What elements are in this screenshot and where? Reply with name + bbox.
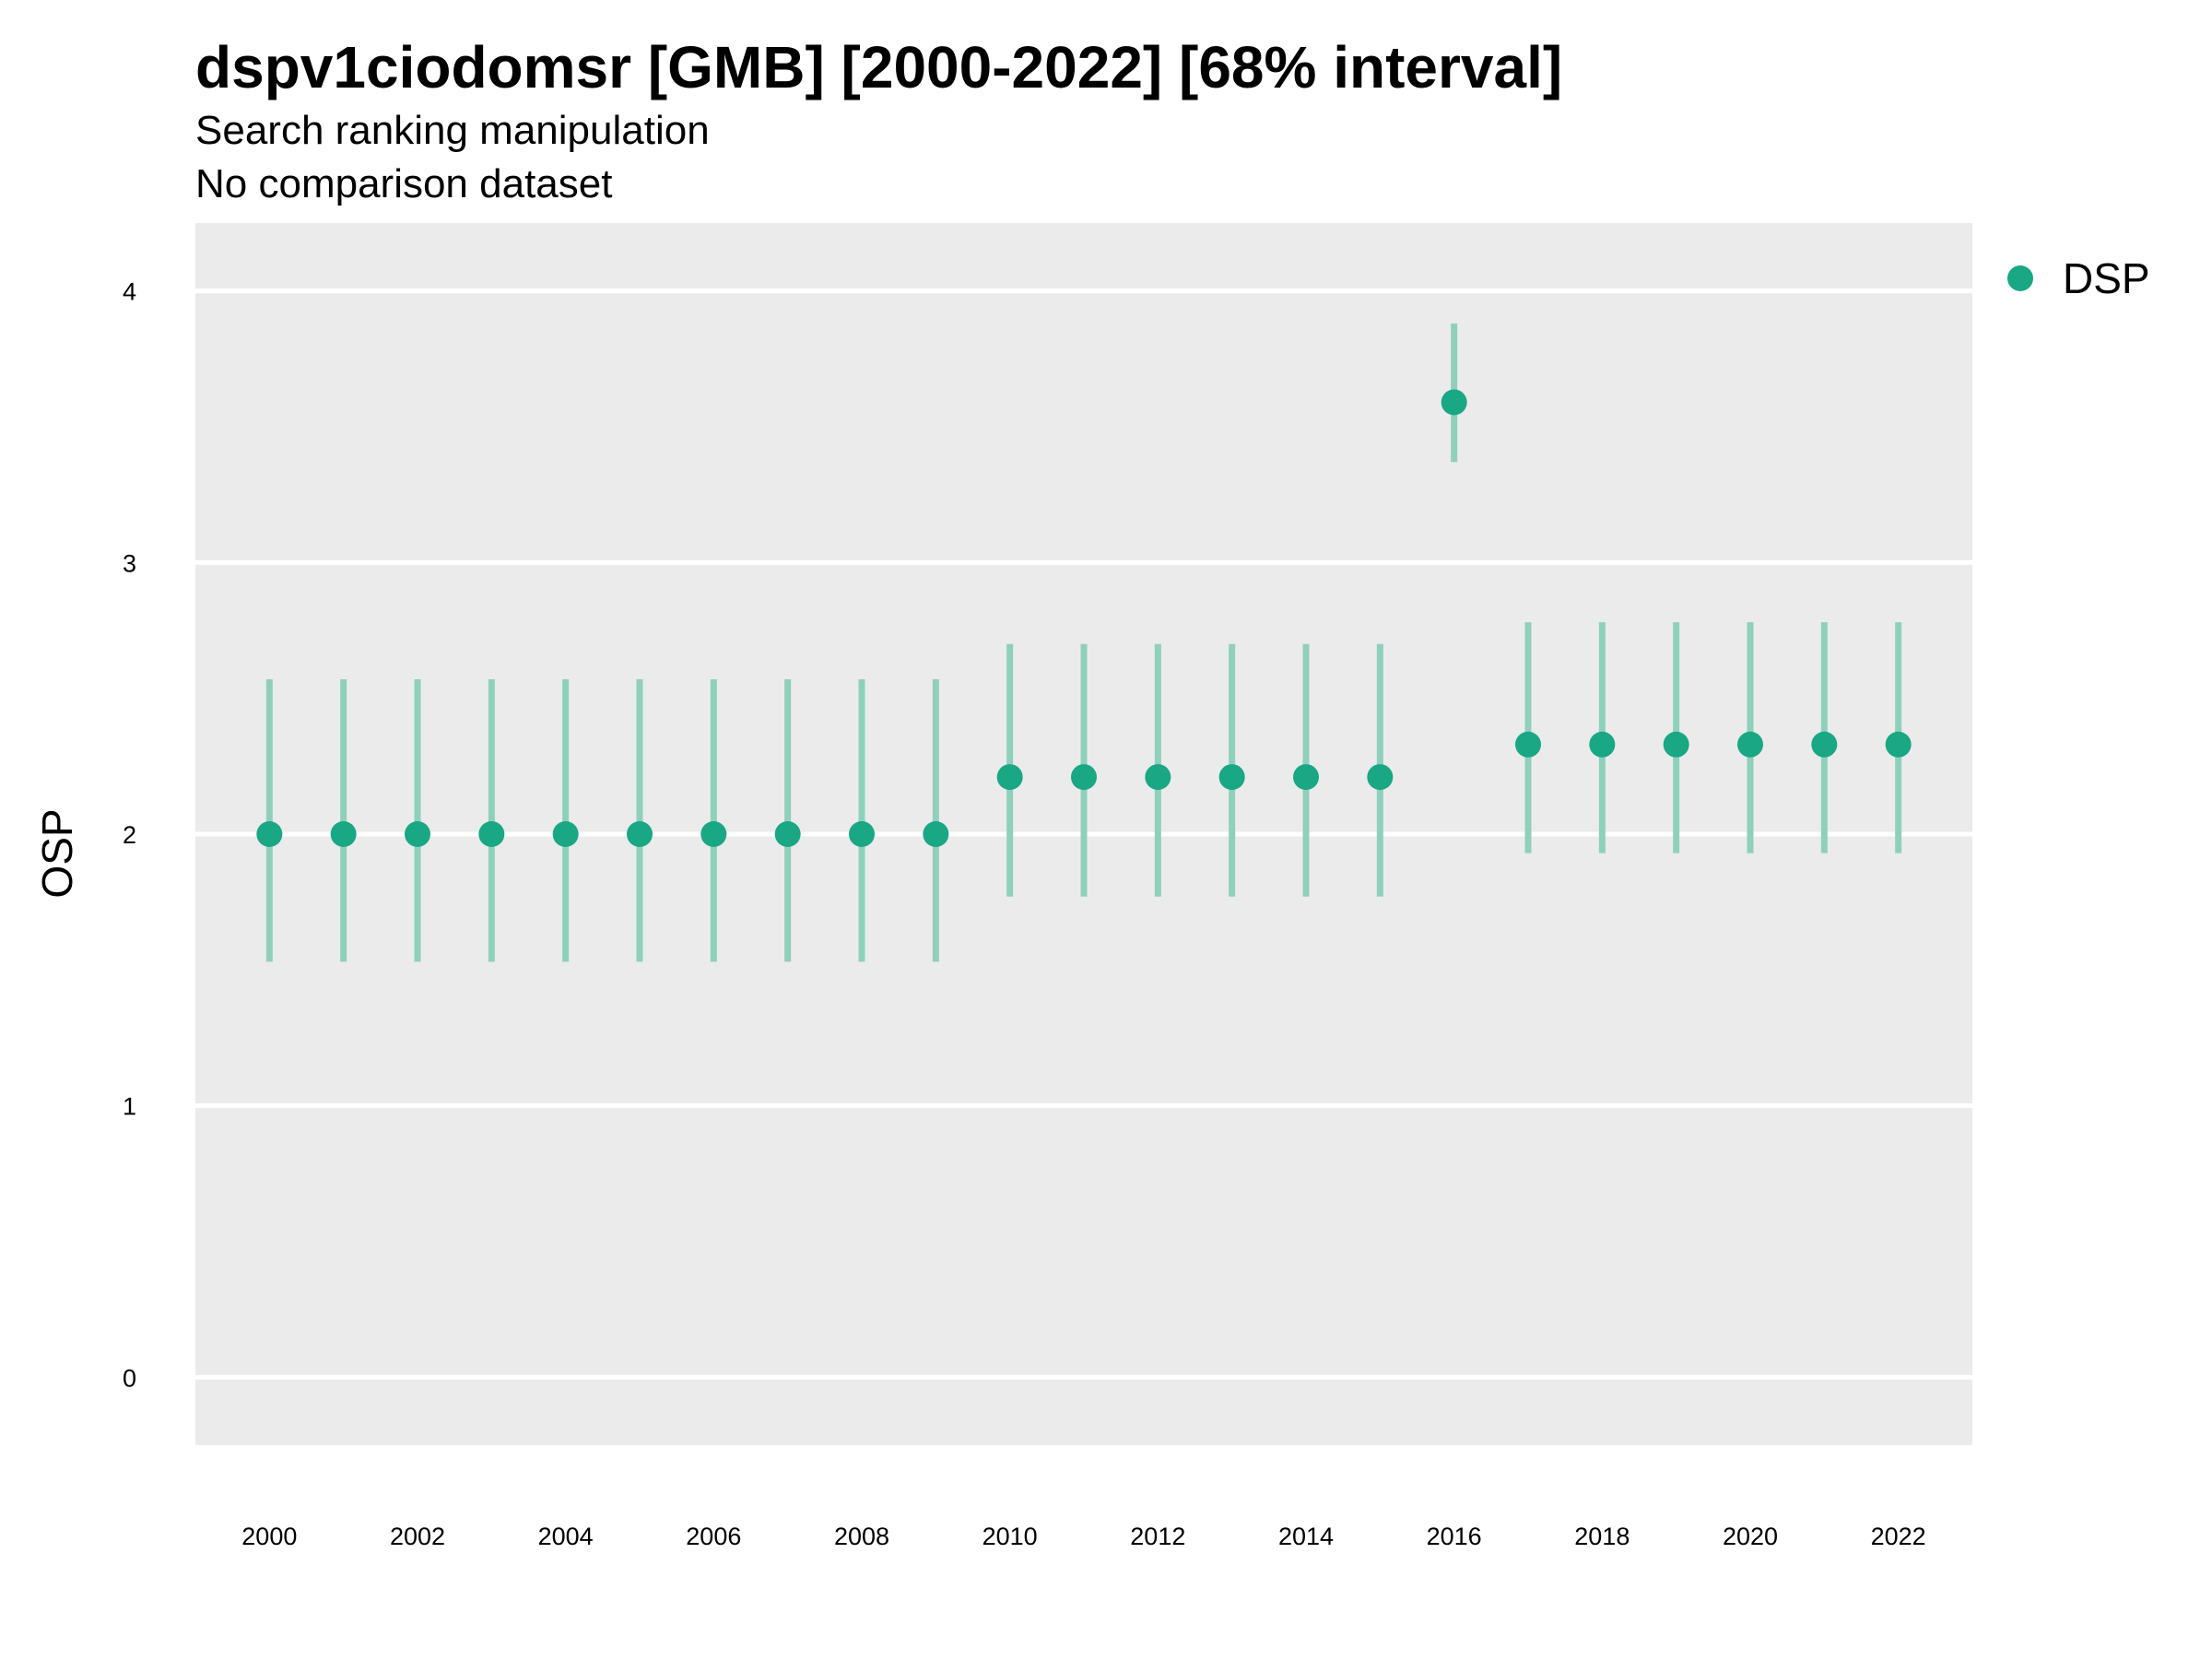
data-point bbox=[1293, 764, 1319, 791]
x-tick-label: 2014 bbox=[1278, 1523, 1334, 1550]
x-tick-label: 2002 bbox=[390, 1523, 445, 1550]
legend: DSP bbox=[2007, 254, 2150, 302]
data-point bbox=[552, 821, 579, 847]
x-tick-label: 2000 bbox=[241, 1523, 297, 1550]
data-point bbox=[478, 821, 505, 847]
y-tick-label: 4 bbox=[123, 278, 136, 306]
x-tick-label: 2010 bbox=[982, 1523, 1038, 1550]
data-points bbox=[256, 389, 1912, 847]
x-tick-label: 2018 bbox=[1574, 1523, 1630, 1550]
data-point bbox=[330, 821, 357, 847]
data-point bbox=[923, 821, 949, 847]
data-point bbox=[1589, 731, 1616, 758]
y-tick-label: 2 bbox=[123, 821, 136, 849]
data-point bbox=[1218, 764, 1245, 791]
x-tick-label: 2008 bbox=[834, 1523, 889, 1550]
data-point bbox=[849, 821, 875, 847]
x-tick-label: 2020 bbox=[1723, 1523, 1778, 1550]
data-point bbox=[1811, 731, 1838, 758]
x-tick-label: 2006 bbox=[686, 1523, 741, 1550]
data-point bbox=[1737, 731, 1763, 758]
y-tick-labels: 0 1 2 3 4 bbox=[123, 278, 136, 1393]
legend-dsp-label: DSP bbox=[2063, 254, 2150, 302]
data-point bbox=[1441, 389, 1467, 416]
y-tick-label: 3 bbox=[123, 549, 136, 577]
data-point bbox=[627, 821, 653, 847]
chart-title: dspv1ciodomsr [GMB] [2000-2022] [68% int… bbox=[195, 34, 1562, 100]
x-tick-label: 2012 bbox=[1130, 1523, 1185, 1550]
data-point bbox=[1367, 764, 1394, 791]
data-point bbox=[1071, 764, 1097, 791]
data-point bbox=[1663, 731, 1689, 758]
x-tick-label: 2022 bbox=[1871, 1523, 1926, 1550]
data-point bbox=[1145, 764, 1171, 791]
data-point bbox=[774, 821, 801, 847]
data-point bbox=[700, 821, 727, 847]
x-tick-labels: 2000 2002 2004 2006 2008 2010 2012 2014 2016 2018… bbox=[241, 1523, 1925, 1550]
legend-dsp-marker bbox=[2007, 265, 2033, 291]
data-point bbox=[256, 821, 283, 847]
y-tick-label: 0 bbox=[123, 1364, 136, 1392]
data-point bbox=[996, 764, 1023, 791]
x-tick-label: 2004 bbox=[538, 1523, 594, 1550]
data-point bbox=[1885, 731, 1912, 758]
y-axis-label: OSP bbox=[33, 808, 81, 898]
y-tick-label: 1 bbox=[123, 1093, 136, 1121]
x-tick-label: 2016 bbox=[1427, 1523, 1482, 1550]
chart-subtitle-2: No comparison dataset bbox=[195, 161, 612, 206]
chart-subtitle: Search ranking manipulation bbox=[195, 108, 710, 153]
data-point bbox=[405, 821, 430, 847]
data-point bbox=[1515, 731, 1541, 758]
